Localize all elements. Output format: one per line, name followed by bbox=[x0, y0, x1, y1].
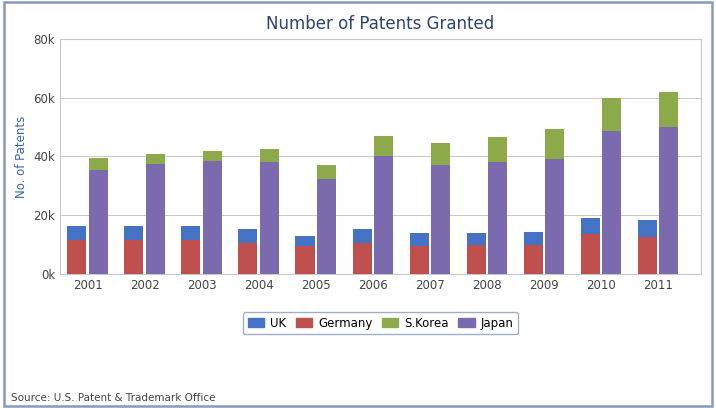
Bar bbox=[374, 136, 393, 157]
Bar bbox=[181, 226, 200, 240]
Bar bbox=[431, 143, 450, 165]
Bar bbox=[146, 164, 165, 274]
Bar bbox=[545, 129, 564, 160]
Bar bbox=[260, 149, 279, 162]
Bar bbox=[260, 162, 279, 274]
Bar bbox=[89, 158, 107, 170]
Bar bbox=[431, 165, 450, 274]
Bar bbox=[410, 233, 429, 246]
Bar bbox=[238, 228, 258, 243]
Bar bbox=[317, 165, 336, 179]
Bar bbox=[352, 228, 372, 243]
Bar bbox=[296, 236, 314, 246]
Bar bbox=[602, 98, 621, 131]
Bar bbox=[67, 226, 87, 240]
Bar bbox=[352, 243, 372, 274]
Title: Number of Patents Granted: Number of Patents Granted bbox=[266, 15, 495, 33]
Bar bbox=[467, 233, 485, 245]
Bar bbox=[581, 235, 600, 274]
Bar bbox=[238, 243, 258, 274]
Bar bbox=[638, 237, 657, 274]
Bar bbox=[467, 245, 485, 274]
Bar bbox=[374, 157, 393, 274]
Bar bbox=[410, 246, 429, 274]
Bar bbox=[488, 137, 507, 162]
Bar bbox=[296, 246, 314, 274]
Bar bbox=[545, 160, 564, 274]
Bar bbox=[523, 231, 543, 245]
Bar bbox=[659, 127, 678, 274]
Bar bbox=[89, 170, 107, 274]
Bar bbox=[523, 245, 543, 274]
Bar bbox=[203, 161, 222, 274]
Bar bbox=[181, 240, 200, 274]
Bar bbox=[67, 240, 87, 274]
Bar bbox=[488, 162, 507, 274]
Bar bbox=[203, 151, 222, 161]
Bar bbox=[581, 218, 600, 235]
Y-axis label: No. of Patents: No. of Patents bbox=[15, 115, 28, 197]
Bar bbox=[125, 226, 143, 240]
Bar bbox=[602, 131, 621, 274]
Bar bbox=[125, 240, 143, 274]
Legend: UK, Germany, S.Korea, Japan: UK, Germany, S.Korea, Japan bbox=[243, 312, 518, 334]
Bar bbox=[659, 92, 678, 127]
Bar bbox=[317, 179, 336, 274]
Text: Source: U.S. Patent & Trademark Office: Source: U.S. Patent & Trademark Office bbox=[11, 393, 216, 403]
Bar bbox=[638, 220, 657, 237]
Bar bbox=[146, 153, 165, 164]
